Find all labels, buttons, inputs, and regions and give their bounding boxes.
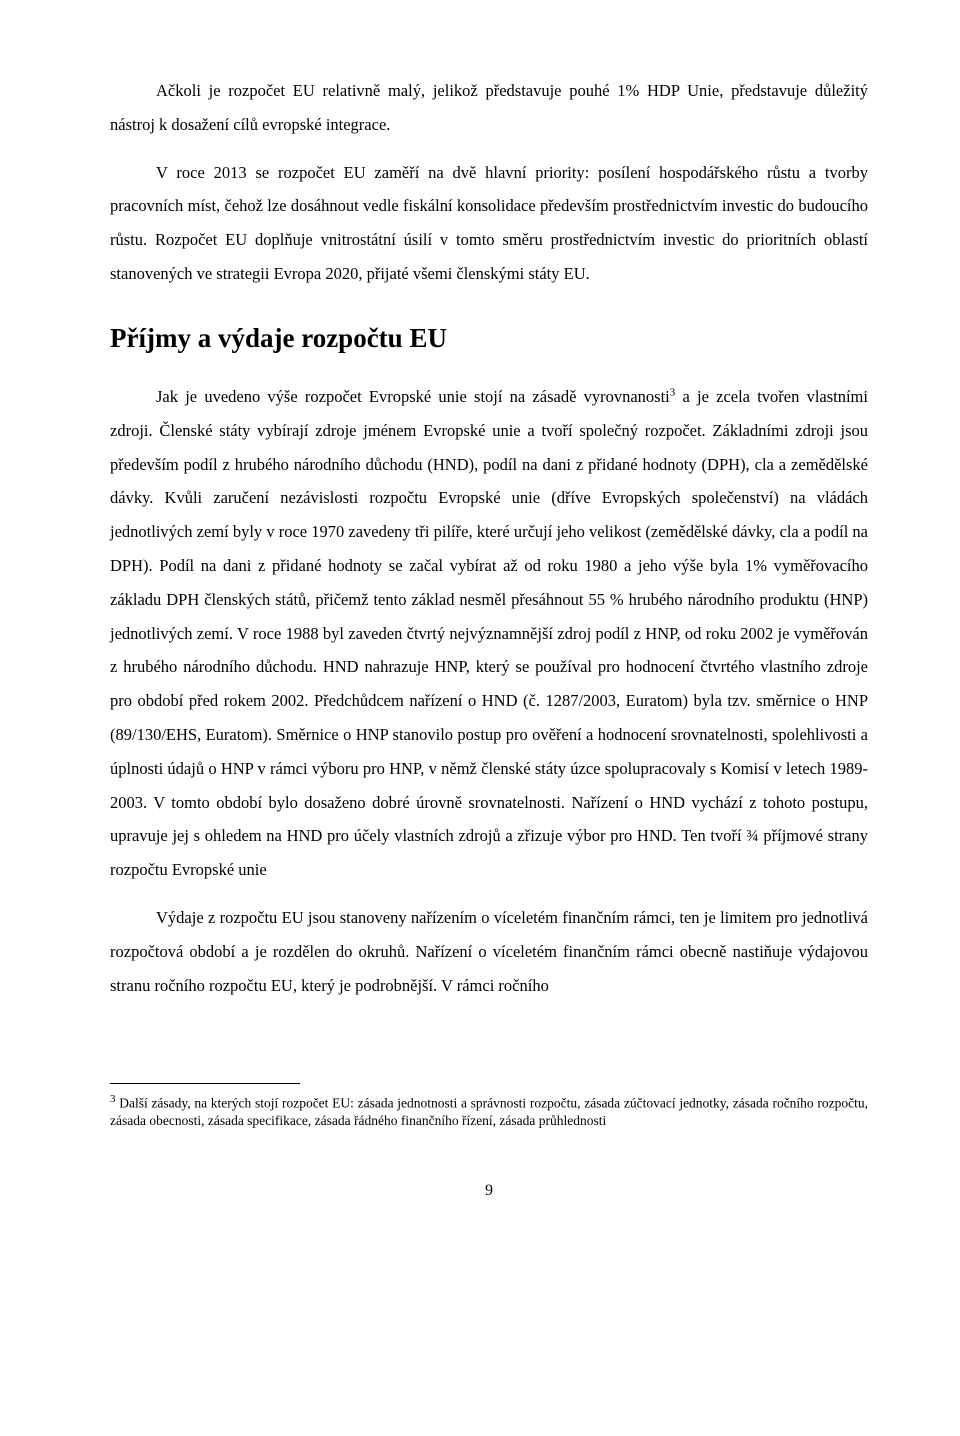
- page-container: Ačkoli je rozpočet EU relativně malý, je…: [0, 0, 960, 1250]
- paragraph-3a-text: Jak je uvedeno výše rozpočet Evropské un…: [156, 387, 670, 406]
- paragraph-4: Výdaje z rozpočtu EU jsou stanoveny naří…: [110, 901, 868, 1002]
- paragraph-3: Jak je uvedeno výše rozpočet Evropské un…: [110, 380, 868, 887]
- footnote-text: Další zásady, na kterých stojí rozpočet …: [110, 1095, 868, 1128]
- paragraph-1: Ačkoli je rozpočet EU relativně malý, je…: [110, 74, 868, 142]
- paragraph-2: V roce 2013 se rozpočet EU zaměří na dvě…: [110, 156, 868, 291]
- footnote-3: 3 Další zásady, na kterých stojí rozpoče…: [110, 1092, 868, 1131]
- section-heading: Příjmy a výdaje rozpočtu EU: [110, 323, 868, 354]
- paragraph-3b-text: a je zcela tvořen vlastními zdroji. Člen…: [110, 387, 868, 879]
- footnote-separator: [110, 1083, 300, 1084]
- page-number: 9: [110, 1182, 868, 1200]
